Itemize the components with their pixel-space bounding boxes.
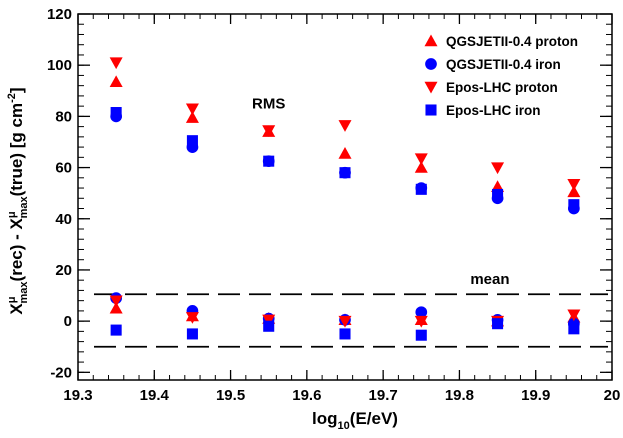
- legend-entry-label: Epos-LHC iron: [446, 103, 541, 118]
- data-point-square: [110, 107, 122, 119]
- data-point-triangle-down: [185, 312, 199, 324]
- data-point-triangle-down: [185, 103, 199, 116]
- legend-marker: [425, 104, 437, 116]
- x-axis-label: log10(E/eV): [312, 409, 398, 432]
- y-axis-label: Xμmax(rec) - Xμmax(true) [g cm-2]: [6, 87, 30, 314]
- x-tick-label: 19.4: [140, 387, 170, 404]
- x-tick-label: 19.6: [292, 387, 321, 404]
- data-point-square: [339, 328, 351, 340]
- y-tick-label: 60: [55, 160, 72, 177]
- data-markers: [109, 57, 581, 341]
- y-tick-label: 0: [64, 313, 72, 330]
- data-point-triangle-down: [109, 57, 123, 70]
- annotation-mean: mean: [470, 271, 509, 288]
- data-point-square: [492, 318, 504, 330]
- y-tick-label: 20: [55, 262, 72, 279]
- data-point-triangle-down: [338, 120, 352, 132]
- data-point-square: [263, 320, 275, 332]
- legend: QGSJETII-0.4 proton QGSJETII-0.4 iron Epos…: [424, 34, 578, 118]
- data-point-triangle-down: [414, 153, 428, 166]
- y-tick-label: 100: [47, 57, 72, 74]
- data-point-square: [339, 167, 351, 179]
- x-tick-label: 19.9: [521, 387, 550, 404]
- data-point-triangle-down: [491, 162, 505, 175]
- data-point-triangle-down: [262, 314, 276, 327]
- data-point-square: [415, 183, 427, 195]
- data-point-triangle-up: [338, 146, 352, 159]
- plot-frame: [77, 13, 613, 381]
- legend-entry-label: QGSJETII-0.4 proton: [446, 34, 578, 49]
- data-point-triangle-up: [567, 185, 581, 198]
- legend-entry-label: Epos-LHC proton: [446, 80, 558, 95]
- reference-lines: [94, 293, 608, 348]
- x-axis-ticks: 19.3 19.4 19.5 19.6 19.7 19.8 19.9 20: [63, 14, 620, 404]
- y-tick-label: 80: [55, 108, 72, 125]
- data-point-square: [568, 199, 580, 211]
- data-point-square: [568, 323, 580, 335]
- data-point-triangle-up: [185, 111, 199, 123]
- data-point-triangle-down: [262, 125, 276, 137]
- y-tick-label: 120: [47, 6, 72, 23]
- data-point-square: [186, 135, 198, 147]
- data-point-triangle-up: [414, 161, 428, 173]
- y-tick-label: 40: [55, 211, 72, 228]
- data-point-square: [263, 155, 275, 167]
- data-point-square: [110, 324, 122, 336]
- data-point-circle: [415, 306, 428, 319]
- legend-entry-label: QGSJETII-0.4 iron: [446, 57, 561, 72]
- data-point-triangle-down: [567, 309, 581, 322]
- x-tick-label: 19.5: [216, 387, 245, 404]
- data-point-triangle-down: [414, 315, 428, 328]
- annotations: RMS mean: [252, 96, 509, 288]
- data-point-square: [415, 329, 427, 341]
- x-tick-label: 19.8: [445, 387, 474, 404]
- legend-marker: [424, 81, 438, 94]
- data-point-square: [186, 328, 198, 340]
- data-point-square: [492, 188, 504, 200]
- data-point-triangle-up: [109, 75, 123, 88]
- x-tick-label: 20: [604, 387, 621, 404]
- x-tick-label: 19.7: [369, 387, 398, 404]
- data-point-triangle-down: [109, 295, 123, 308]
- x-tick-label: 19.3: [63, 387, 92, 404]
- data-point-triangle-down: [338, 315, 352, 328]
- legend-marker: [425, 58, 437, 70]
- y-axis-ticks: -20 0 20 40 60 80 100 120: [47, 6, 612, 381]
- data-point-triangle-up: [109, 301, 123, 314]
- y-tick-label: -20: [50, 364, 72, 381]
- legend-marker: [424, 34, 438, 47]
- data-point-triangle-down: [567, 179, 581, 191]
- annotation-rms: RMS: [252, 96, 285, 113]
